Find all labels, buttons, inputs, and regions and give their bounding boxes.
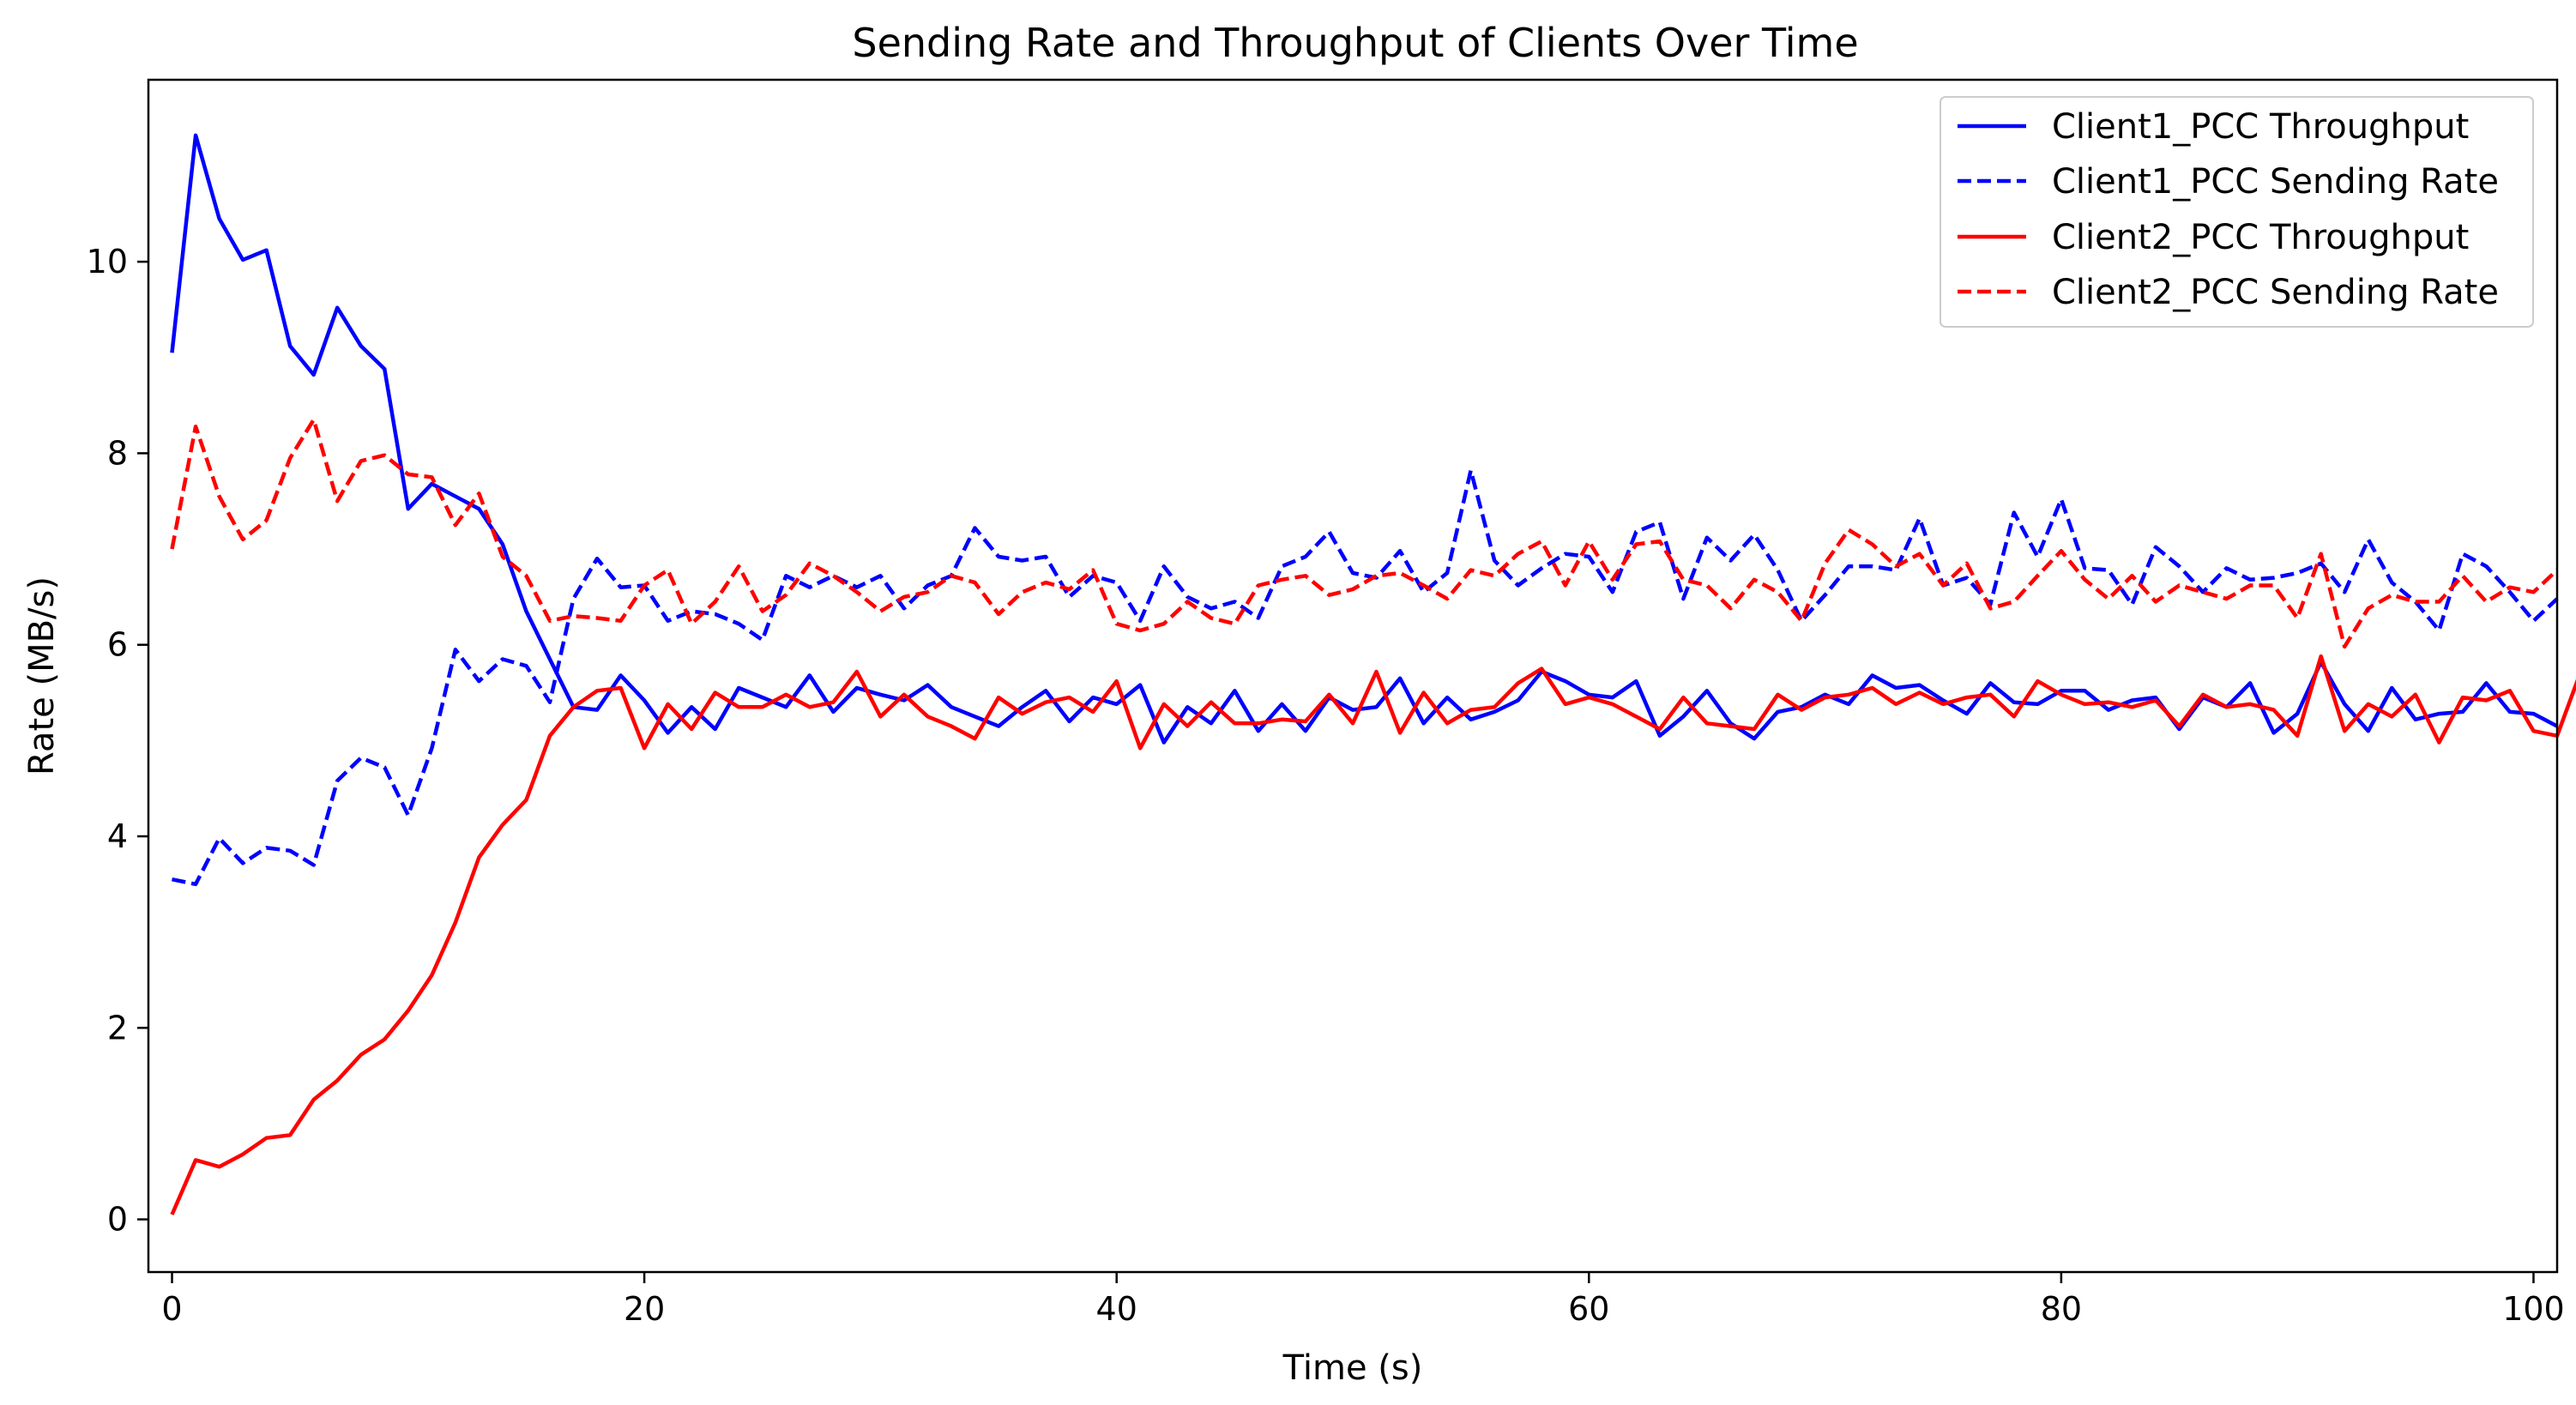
x-tick-label: 100 [2502, 1290, 2565, 1328]
legend-box [1940, 96, 2534, 328]
y-tick-label: 6 [107, 626, 128, 664]
series-line-client2-pcc-throughput [170, 654, 2576, 1215]
y-axis-ticks: 0 2 4 6 8 10 [87, 243, 148, 1239]
x-tick-label: 0 [161, 1290, 182, 1328]
y-axis-label: Rate (MB/s) [22, 576, 62, 775]
series-layer [170, 133, 2576, 1215]
legend-label-client2-sending-rate: Client2_PCC Sending Rate [2052, 273, 2499, 312]
y-tick-label: 10 [87, 243, 128, 280]
y-tick-label: 4 [107, 817, 128, 855]
x-tick-label: 80 [2041, 1290, 2082, 1328]
x-tick-label: 20 [624, 1290, 665, 1328]
plot-frame [147, 78, 2559, 1274]
x-axis-label: Time (s) [1282, 1348, 1423, 1388]
x-tick-label: 60 [1568, 1290, 1609, 1328]
x-tick-label: 40 [1096, 1290, 1137, 1328]
legend: Client1_PCC Throughput Client1_PCC Sendi… [1940, 96, 2534, 328]
x-axis-ticks: 0 20 40 60 80 100 [161, 1272, 2565, 1328]
legend-label-client1-throughput: Client1_PCC Throughput [2052, 107, 2469, 147]
y-tick-label: 0 [107, 1201, 128, 1239]
legend-label-client2-throughput: Client2_PCC Throughput [2052, 218, 2469, 257]
chart-title: Sending Rate and Throughput of Clients O… [852, 20, 1858, 66]
y-tick-label: 2 [107, 1009, 128, 1046]
series-line-client2-pcc-sending-rate [170, 418, 2559, 649]
legend-label-client1-sending-rate: Client1_PCC Sending Rate [2052, 162, 2499, 202]
y-tick-label: 8 [107, 434, 128, 472]
